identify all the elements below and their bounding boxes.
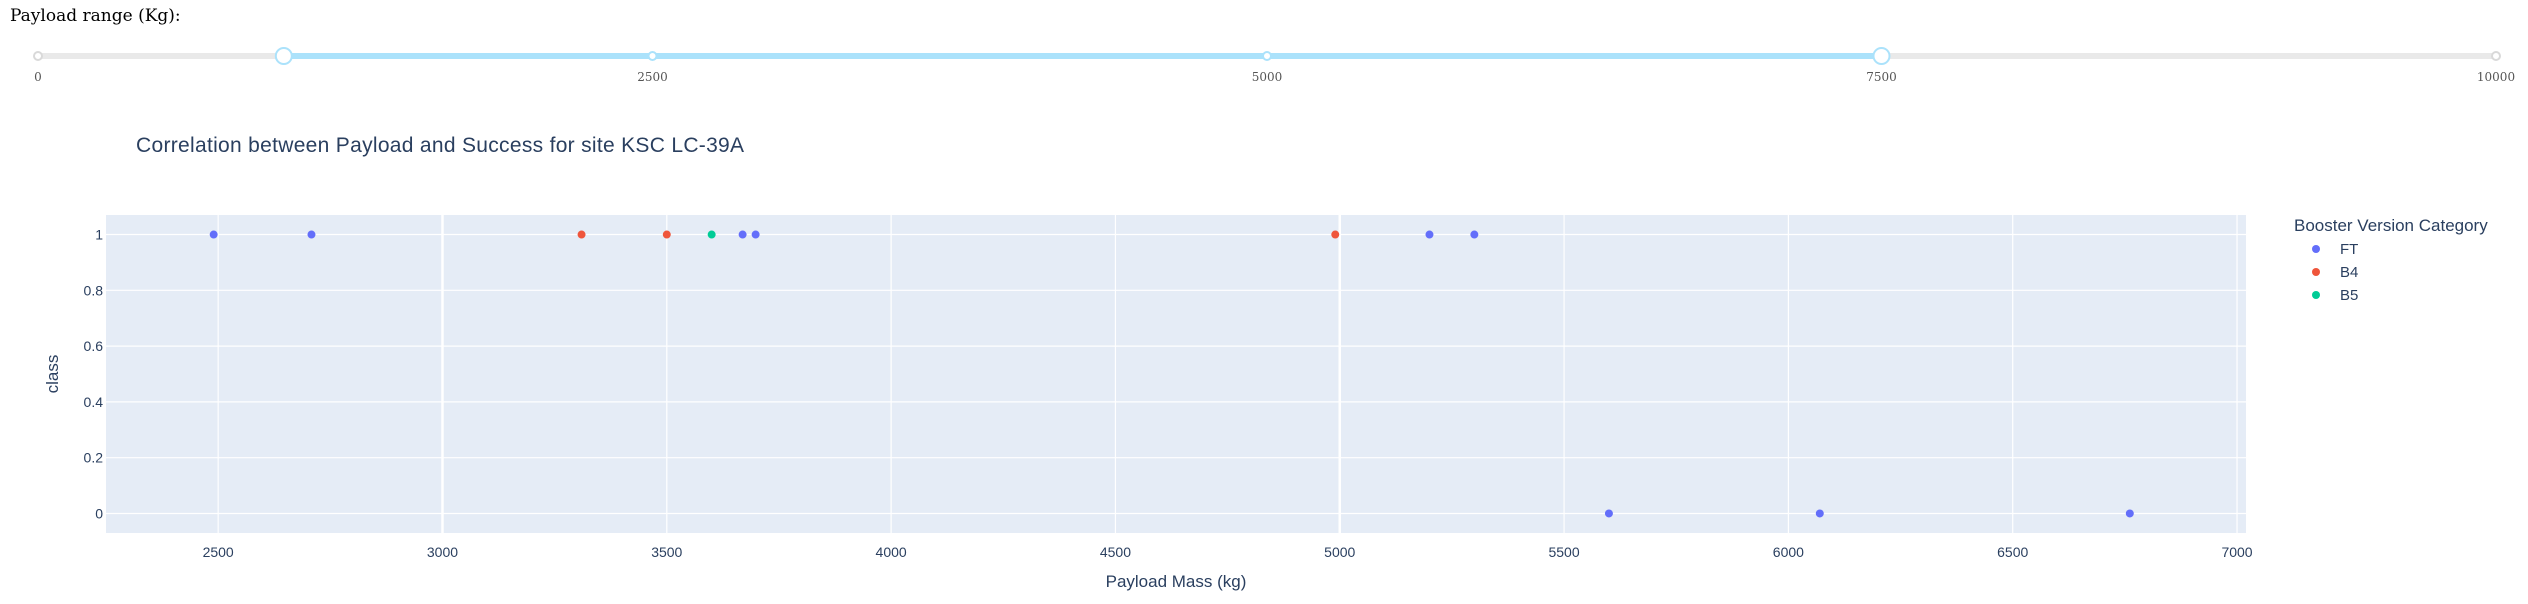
point-ft[interactable] — [1604, 509, 1613, 518]
point-ft[interactable] — [738, 230, 747, 239]
point-ft[interactable] — [1815, 509, 1824, 518]
slider-mark-dot — [2491, 51, 2501, 61]
legend-marker-b4[interactable] — [2312, 268, 2320, 276]
legend-label-ft[interactable]: FT — [2340, 241, 2358, 258]
y-tick-label: 0.4 — [84, 394, 104, 410]
x-tick-label: 7000 — [2221, 544, 2252, 560]
slider-mark-dot — [647, 51, 658, 61]
slider-mark-dot — [33, 51, 43, 61]
x-tick-label: 2500 — [203, 544, 234, 560]
x-tick-label: 6500 — [1997, 544, 2028, 560]
plot-area — [106, 215, 2246, 533]
slider-mark-label: 5000 — [1252, 70, 1283, 84]
point-ft[interactable] — [209, 230, 218, 239]
x-tick-label: 3500 — [651, 544, 682, 560]
slider-mark-label: 0 — [34, 70, 42, 84]
x-tick-label: 3000 — [427, 544, 458, 560]
legend-label-b4[interactable]: B4 — [2340, 264, 2358, 281]
slider-mark-label: 7500 — [1866, 70, 1897, 84]
scatter-chart: 2500 3000 3500 4000 4500 5000 5500 6000 6500 7000… — [43, 215, 2488, 591]
y-tick-label: 0.8 — [84, 282, 104, 298]
legend-label-b5[interactable]: B5 — [2340, 287, 2358, 304]
x-axis-title: Payload Mass (kg) — [1106, 572, 1247, 591]
point-ft[interactable] — [751, 230, 760, 239]
chart-title: Correlation between Payload and Success … — [136, 134, 745, 157]
point-ft[interactable] — [1425, 230, 1434, 239]
legend-marker-ft[interactable] — [2312, 245, 2320, 253]
slider-handle-max[interactable] — [1872, 47, 1891, 65]
y-tick-label: 0.2 — [84, 450, 104, 466]
x-tick-label: 6000 — [1773, 544, 1804, 560]
point-ft[interactable] — [307, 230, 316, 239]
point-b4[interactable] — [1331, 230, 1340, 239]
y-tick-label: 1 — [95, 227, 103, 243]
x-tick-label: 4500 — [1100, 544, 1131, 560]
slider-mark-label: 2500 — [637, 70, 668, 84]
x-tick-label: 4000 — [876, 544, 907, 560]
y-axis-title: class — [43, 355, 62, 394]
axis-ticks: 2500 3000 3500 4000 4500 5000 5500 6000 6500 7000… — [84, 227, 2253, 560]
payload-range-label: Payload range (Kg): — [10, 6, 181, 26]
legend[interactable]: FT B4 B5 — [2312, 241, 2358, 304]
x-tick-label: 5000 — [1324, 544, 1355, 560]
point-ft[interactable] — [2125, 509, 2134, 518]
point-b5[interactable] — [707, 230, 716, 239]
x-tick-label: 5500 — [1548, 544, 1579, 560]
y-tick-label: 0 — [95, 505, 103, 521]
payload-range-slider[interactable]: 0 2500 5000 7500 10000 — [0, 40, 2528, 90]
y-tick-label: 0.6 — [84, 338, 104, 354]
slider-mark-dot — [1262, 51, 1272, 61]
legend-title: Booster Version Category — [2294, 216, 2488, 235]
point-ft[interactable] — [1470, 230, 1479, 239]
legend-marker-b5[interactable] — [2312, 291, 2320, 299]
grid-lines — [106, 215, 2246, 533]
slider-handle-min[interactable] — [274, 47, 293, 65]
slider-mark-label: 10000 — [2477, 70, 2515, 84]
point-b4[interactable] — [577, 230, 586, 239]
point-b4[interactable] — [662, 230, 671, 239]
data-points — [209, 230, 2134, 518]
